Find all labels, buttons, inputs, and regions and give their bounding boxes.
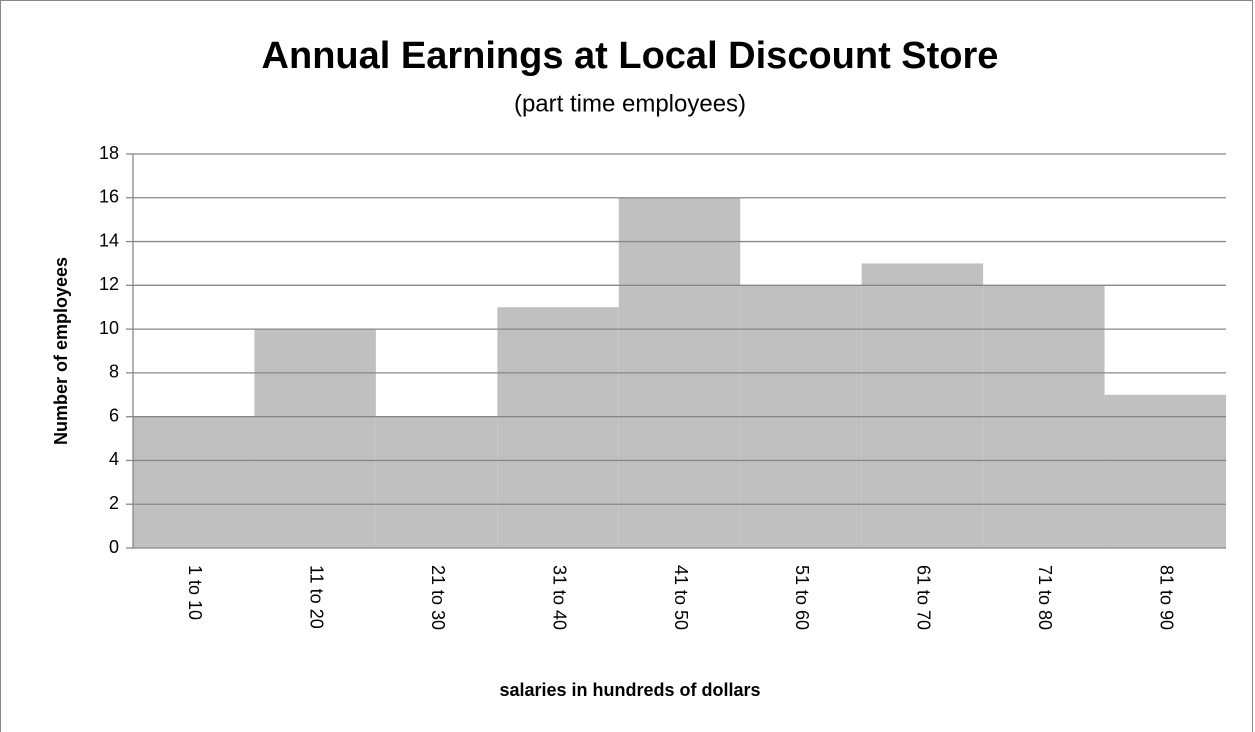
bar [133, 416, 255, 548]
bar [861, 263, 984, 548]
bar [254, 329, 376, 548]
bar [1104, 394, 1226, 548]
y-tick-label: 12 [99, 274, 119, 294]
y-tick-label: 4 [109, 449, 119, 469]
x-tick-label: 1 to 10 [185, 565, 205, 620]
x-tick-label: 71 to 80 [1035, 565, 1055, 630]
x-tick-label: 51 to 60 [792, 565, 812, 630]
bar [497, 307, 619, 548]
chart-title: Annual Earnings at Local Discount Store [262, 35, 999, 77]
y-tick-label: 6 [109, 405, 119, 425]
y-tick-label: 18 [99, 143, 119, 163]
y-tick-label: 2 [109, 493, 119, 513]
x-tick-label: 11 to 20 [306, 565, 326, 629]
x-tick-label: 31 to 40 [549, 565, 569, 630]
y-axis-title: Number of employees [51, 257, 71, 445]
y-tick-label: 8 [109, 362, 119, 382]
x-axis-title: salaries in hundreds of dollars [499, 680, 760, 700]
chart-subtitle: (part time employees) [514, 90, 746, 117]
x-tick-label: 61 to 70 [914, 565, 934, 630]
bar [375, 416, 498, 548]
y-tick-label: 10 [99, 318, 119, 338]
x-tick-label: 21 to 30 [428, 565, 448, 630]
x-tick-label: 81 to 90 [1157, 565, 1177, 630]
y-tick-label: 16 [99, 187, 119, 207]
y-tick-label: 14 [99, 230, 119, 250]
y-tick-label: 0 [109, 537, 119, 557]
x-tick-label: 41 to 50 [671, 565, 691, 630]
